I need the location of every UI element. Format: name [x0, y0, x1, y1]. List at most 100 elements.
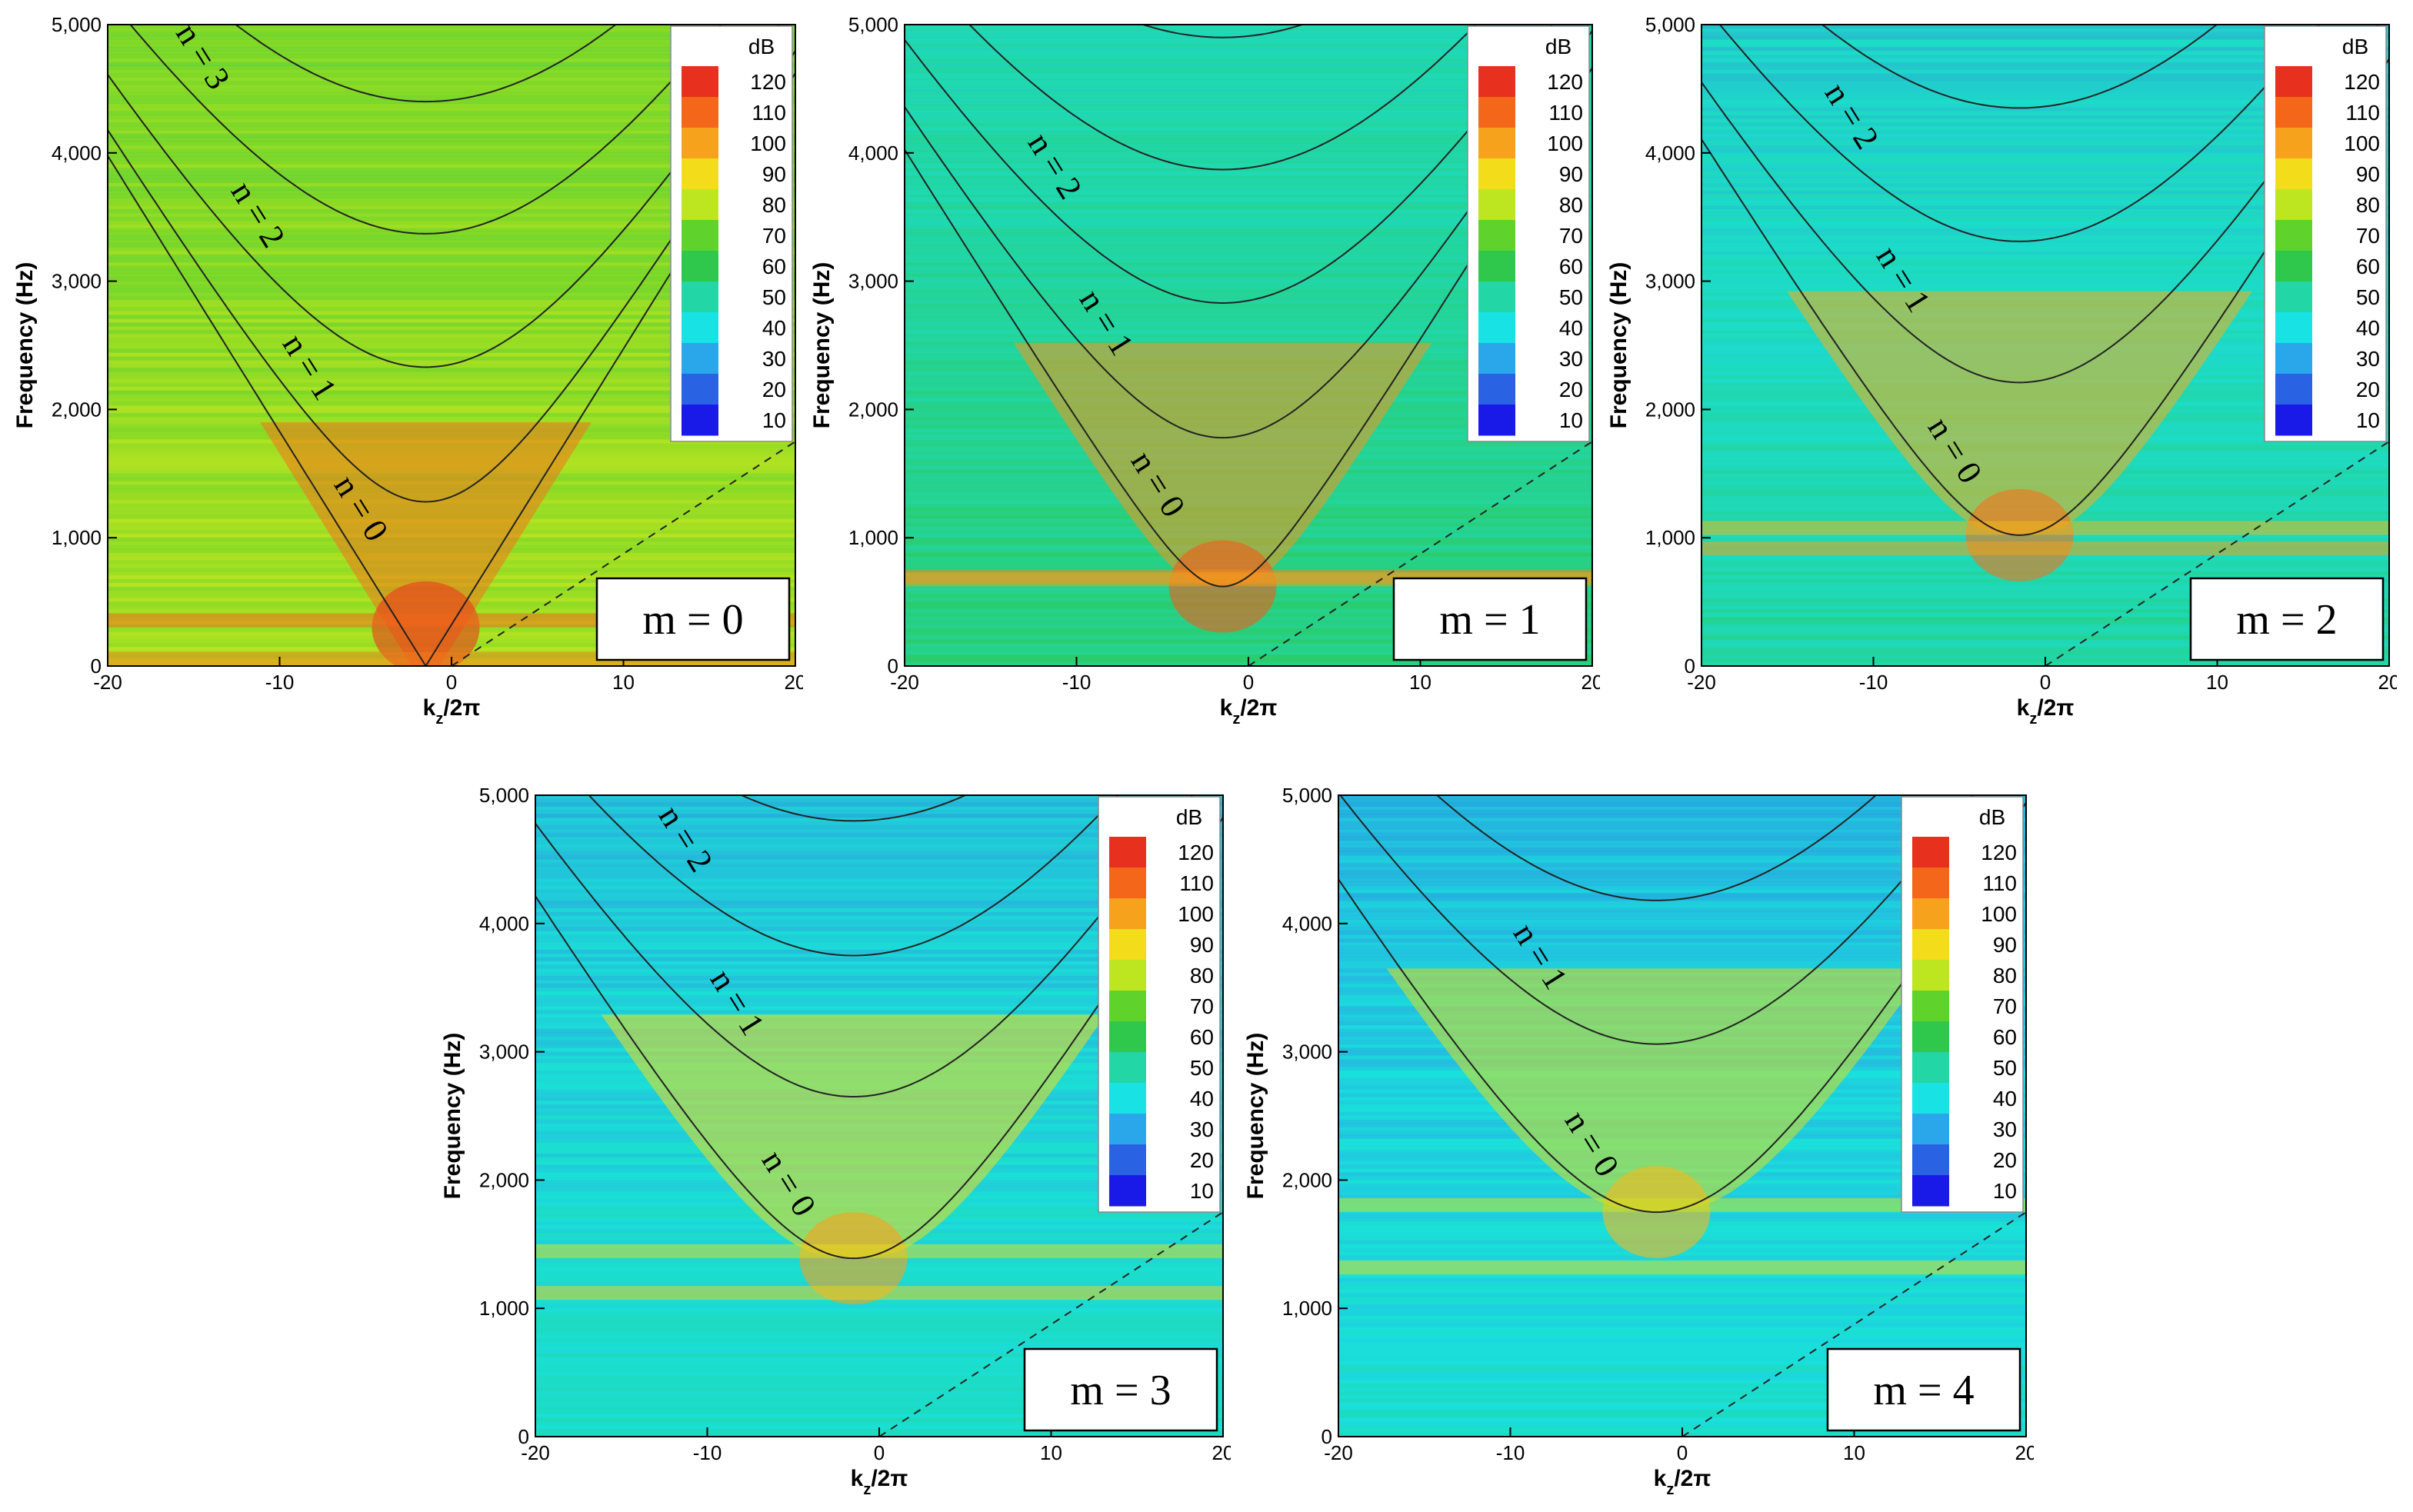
y-tick-label: 1,000 [1282, 1297, 1332, 1320]
colorbar-tick-label: 90 [2356, 162, 2380, 186]
y-tick-label: 3,000 [52, 270, 102, 293]
heatmap-band [1701, 265, 2389, 270]
y-tick-label: 5,000 [1645, 13, 1695, 36]
heatmap-band [535, 1315, 1223, 1320]
heatmap-band [1338, 964, 2026, 969]
heatmap-band [535, 813, 1223, 818]
colorbar-tick-label: 30 [2356, 347, 2380, 371]
heatmap-band [1701, 654, 2389, 659]
colorbar-tick-label: 80 [2356, 193, 2380, 217]
heatmap-band [905, 311, 1592, 315]
heatmap-band [108, 80, 795, 85]
heatmap-band [1701, 111, 2389, 115]
mode-curve-n4 [234, 25, 617, 103]
heatmap-band [1338, 1360, 2026, 1365]
colorbar-tick-label: 80 [1559, 193, 1583, 217]
heatmap-band [1701, 28, 2389, 32]
colorbar-swatch [682, 220, 718, 251]
heatmap-band [1701, 118, 2389, 123]
colorbar-swatch [682, 281, 718, 313]
heatmap-band [1701, 35, 2389, 40]
colorbar-tick-label: 120 [2344, 70, 2380, 94]
heatmap-field: n = 0n = 1n = 2 [905, 25, 1592, 666]
heatmap-band [1338, 1417, 2026, 1422]
colorbar-tick-label: 20 [1190, 1148, 1214, 1172]
heatmap-band [905, 152, 1592, 157]
heatmap-band [108, 333, 795, 338]
heatmap-band [905, 235, 1592, 240]
colorbar-tick-label: 50 [1559, 285, 1583, 309]
heatmap-band [535, 949, 1223, 954]
heatmap-band [905, 295, 1592, 301]
heatmap-band [905, 163, 1592, 168]
x-tick-label: -10 [1496, 1441, 1525, 1464]
heatmap-band [535, 945, 1223, 951]
x-tick-label: -10 [1062, 671, 1092, 694]
heatmap-band [535, 1364, 1223, 1369]
colorbar-tick-label: 90 [1993, 933, 2017, 957]
colorbar-tick-label: 120 [1981, 841, 2017, 864]
colorbar-tick-label: 70 [1993, 994, 2017, 1018]
heatmap-band [108, 307, 795, 311]
colorbar-tick-label: 110 [1982, 871, 2017, 895]
colorbar-swatch [682, 251, 718, 282]
heatmap-band [905, 62, 1592, 66]
heatmap-band [1701, 598, 2389, 602]
heatmap-band [535, 1394, 1223, 1399]
heatmap-band [1701, 288, 2389, 293]
heatmap-band [108, 325, 795, 331]
colorbar-tick-label: 110 [1179, 871, 1214, 895]
colorbar-tick-label: 90 [1559, 162, 1583, 186]
heatmap-band [108, 42, 795, 48]
x-tick-label: -20 [93, 671, 122, 694]
heatmap-band [535, 938, 1223, 943]
heatmap-band [1701, 84, 2389, 89]
colorbar-swatch [1912, 1175, 1949, 1207]
heatmap-band [1338, 904, 2026, 909]
colorbar-tick-label: 10 [2356, 408, 2380, 432]
heatmap-band [535, 968, 1223, 973]
x-tick-label: 0 [1243, 671, 1254, 694]
heatmap-band [1338, 957, 2026, 961]
colorbar-swatch [2275, 158, 2312, 190]
heatmap-band [905, 321, 1592, 327]
colorbar-swatch [1109, 960, 1146, 991]
heatmap-band [108, 246, 795, 251]
heatmap-band [1701, 574, 2389, 580]
heatmap-band [905, 111, 1592, 115]
heatmap-band [1701, 99, 2389, 105]
colorbar-tick-label: 50 [1190, 1056, 1214, 1080]
colorbar-swatch [1109, 1114, 1146, 1145]
mode-label: m = 4 [1873, 1367, 1974, 1414]
heatmap-band [1701, 32, 2389, 36]
heatmap-band [905, 190, 1592, 195]
heatmap-band [108, 390, 795, 395]
chart-svg-m4: n = 0n = 1 -20 -10 0 10 20 0 1,000 2,000 3,000 4,0… [1243, 784, 2034, 1498]
heatmap-band [1338, 840, 2026, 844]
x-tick-label: -10 [265, 671, 295, 694]
heatmap-band [1338, 1394, 2026, 1399]
heatmap-band [108, 122, 795, 127]
heatmap-band [1701, 239, 2389, 244]
heatmap-band [1701, 216, 2389, 221]
x-axis-title: kz/2π [2017, 695, 2075, 728]
heatmap-band [905, 88, 1592, 93]
heatmap-band [905, 54, 1592, 59]
heatmap-band [905, 231, 1592, 236]
x-axis-title: kz/2π [423, 695, 481, 728]
x-tick-label: 20 [785, 671, 803, 694]
heatmap-band [1338, 915, 2026, 920]
heatmap-band [1701, 635, 2389, 640]
colorbar-swatch [1478, 128, 1515, 159]
x-tick-label: -20 [1324, 1441, 1353, 1464]
heatmap-band [905, 28, 1592, 32]
heatmap-band [108, 152, 795, 157]
heatmap-band [108, 148, 795, 153]
heatmap-band [535, 957, 1223, 961]
heatmap-band [1701, 624, 2389, 628]
heatmap-band [1701, 212, 2389, 218]
heatmap-band [1338, 938, 2026, 943]
colorbar-swatch [682, 374, 718, 405]
